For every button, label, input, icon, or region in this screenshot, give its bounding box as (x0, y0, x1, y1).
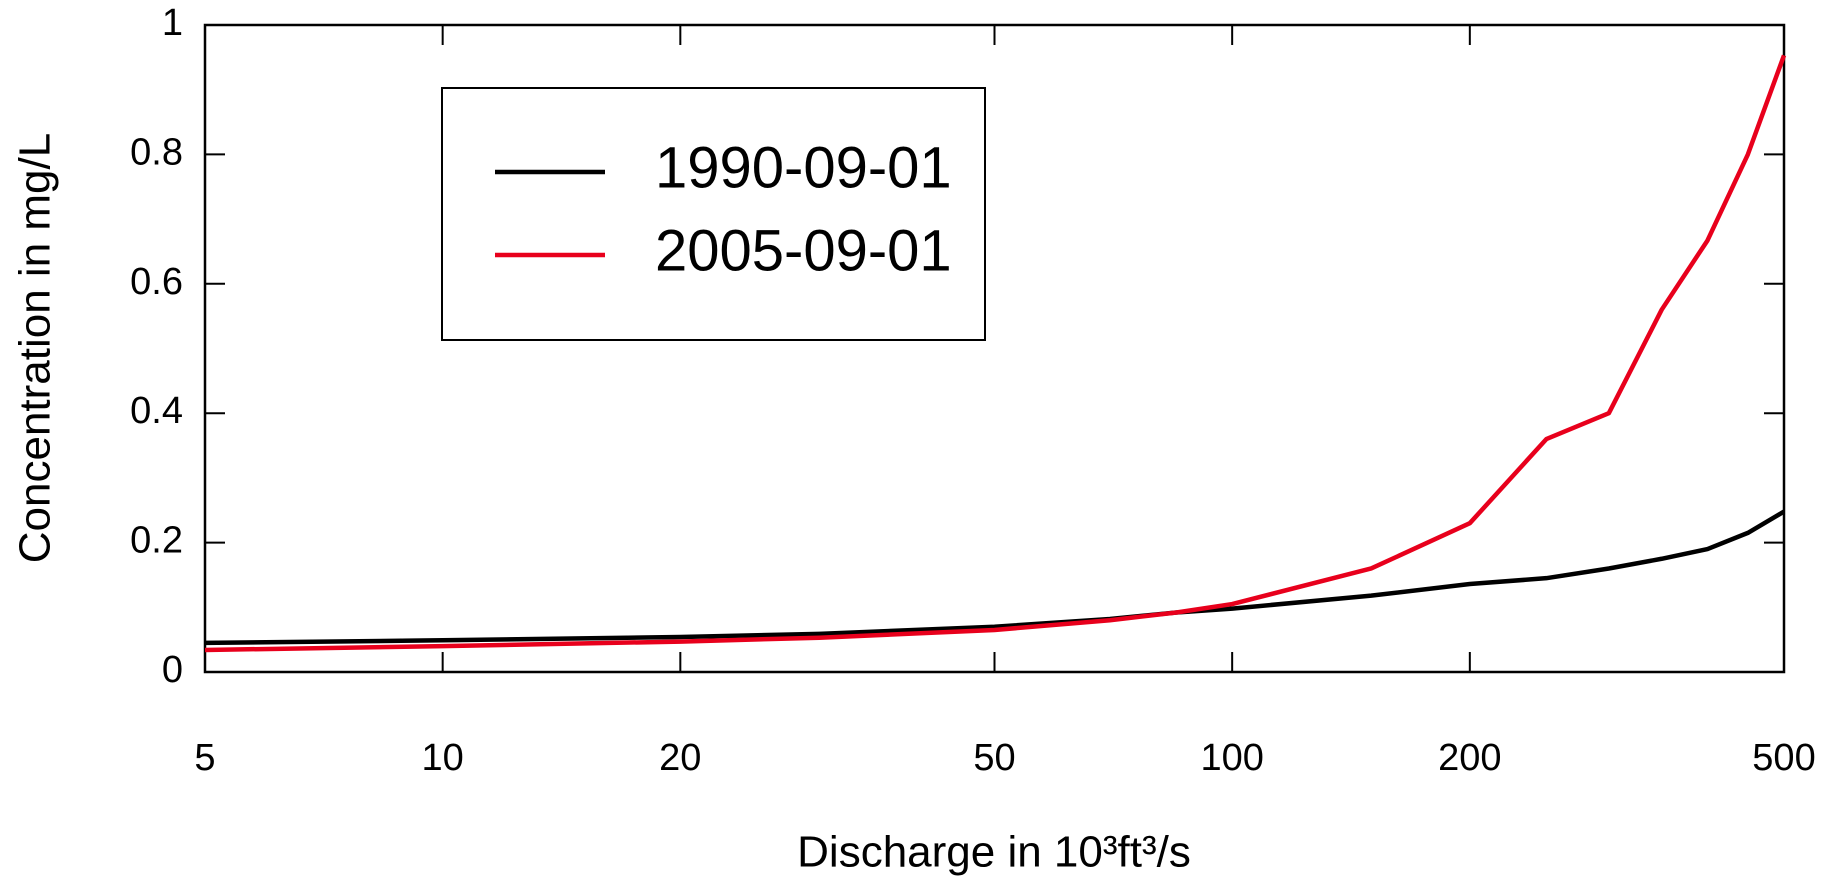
series-line (204, 509, 1786, 646)
x-axis-label: Discharge in 10³ft³/s (797, 828, 1191, 877)
legend-label: 1990-09-01 (655, 135, 952, 200)
y-tick-label: 0 (162, 649, 183, 691)
x-tick-label: 200 (1438, 737, 1501, 779)
y-tick-label: 0.4 (130, 390, 183, 432)
x-tick-label: 5 (194, 737, 215, 779)
y-tick-label: 0.6 (130, 261, 183, 303)
series-line (204, 54, 1787, 653)
y-tick-label: 1 (162, 2, 183, 44)
y-tick-label: 0.8 (130, 131, 183, 173)
x-tick-label: 10 (422, 737, 464, 779)
y-tick-label: 0.2 (130, 520, 183, 562)
x-tick-label: 500 (1752, 737, 1815, 779)
legend-label: 2005-09-01 (655, 218, 952, 283)
y-axis-label: Concentration in mg/L (11, 133, 60, 563)
x-tick-label: 100 (1200, 737, 1263, 779)
x-tick-label: 20 (659, 737, 701, 779)
legend-box (441, 87, 986, 341)
x-tick-label: 50 (973, 737, 1015, 779)
